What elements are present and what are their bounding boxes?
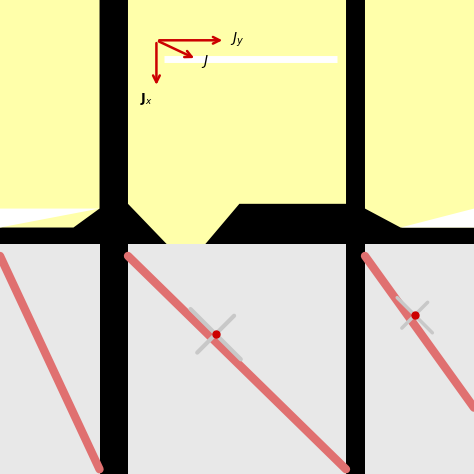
Polygon shape (0, 209, 100, 228)
Polygon shape (128, 0, 346, 265)
Polygon shape (365, 0, 474, 228)
Text: $\mathbf{J}_x$: $\mathbf{J}_x$ (140, 91, 153, 107)
Text: $J_y$: $J_y$ (230, 31, 244, 49)
Bar (128, 244, 346, 474)
Polygon shape (401, 209, 474, 228)
Text: $J$: $J$ (201, 53, 210, 70)
Bar (0, 244, 100, 474)
Bar (365, 244, 474, 474)
Polygon shape (0, 0, 100, 228)
